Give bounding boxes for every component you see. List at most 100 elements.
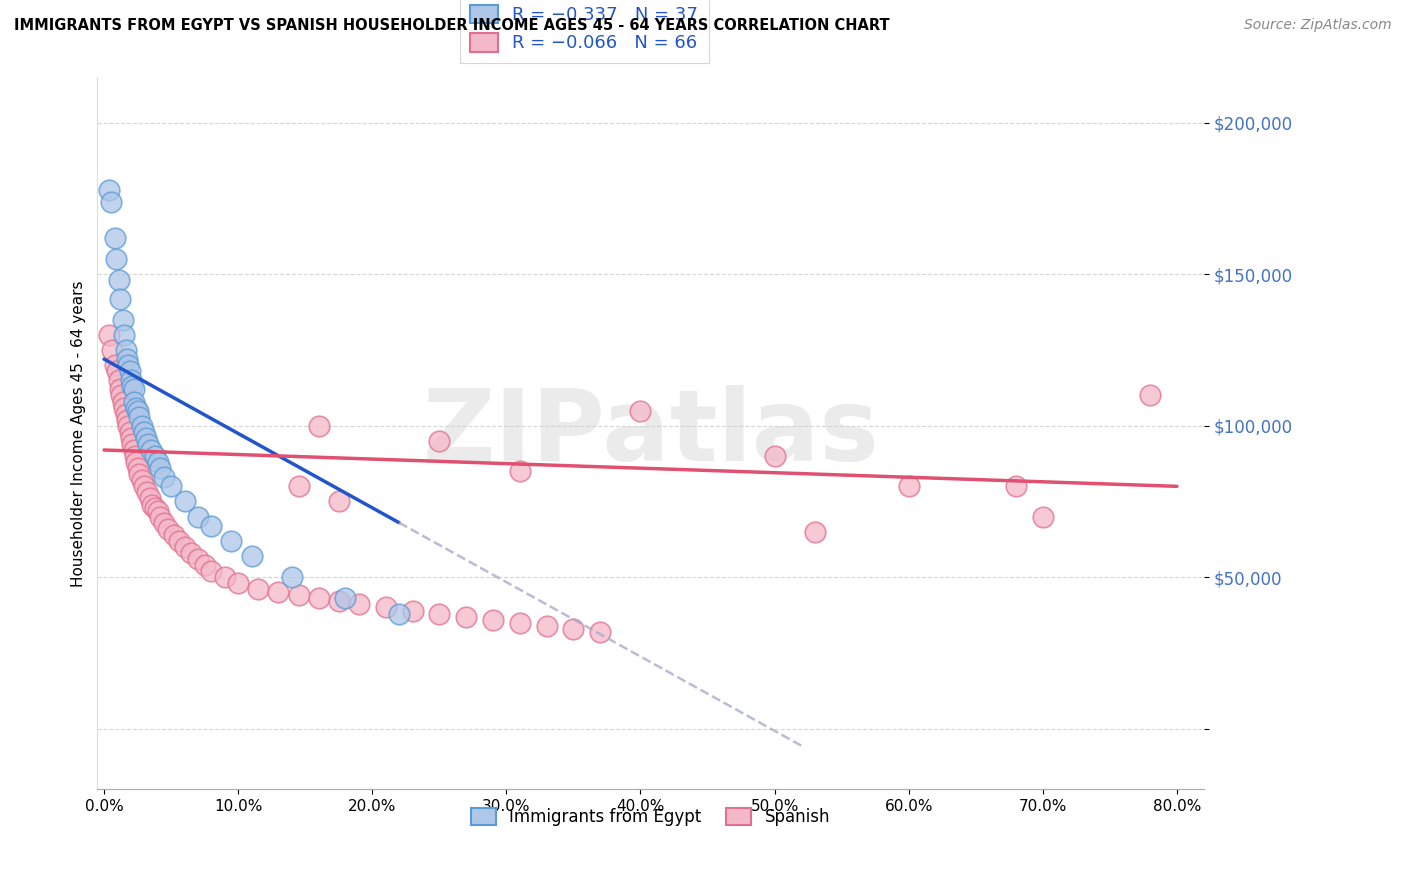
Point — [115, 352, 138, 367]
Point — [160, 479, 183, 493]
Point — [108, 373, 131, 387]
Point — [149, 509, 172, 524]
Point — [134, 425, 156, 439]
Point — [267, 585, 290, 599]
Point — [630, 403, 652, 417]
Point — [401, 603, 423, 617]
Point — [187, 552, 209, 566]
Point — [187, 509, 209, 524]
Point — [107, 364, 129, 378]
Point — [120, 431, 142, 445]
Point — [143, 500, 166, 515]
Point — [111, 312, 134, 326]
Point — [118, 364, 141, 378]
Point — [141, 498, 163, 512]
Point — [200, 564, 222, 578]
Point — [114, 407, 136, 421]
Legend: Immigrants from Egypt, Spanish: Immigrants from Egypt, Spanish — [463, 799, 838, 834]
Point — [124, 449, 146, 463]
Point — [98, 327, 121, 342]
Point — [127, 461, 149, 475]
Point — [153, 516, 176, 530]
Point — [125, 401, 148, 415]
Point — [226, 576, 249, 591]
Point — [134, 479, 156, 493]
Point — [98, 182, 121, 196]
Point — [117, 358, 139, 372]
Point — [146, 503, 169, 517]
Point — [308, 418, 330, 433]
Text: ZIPatlas: ZIPatlas — [422, 384, 879, 482]
Point — [200, 518, 222, 533]
Point — [111, 394, 134, 409]
Point — [163, 528, 186, 542]
Point — [136, 485, 159, 500]
Point — [122, 394, 145, 409]
Point — [1005, 479, 1028, 493]
Point — [221, 533, 243, 548]
Point — [120, 373, 142, 387]
Point — [125, 455, 148, 469]
Point — [114, 343, 136, 357]
Point — [138, 491, 160, 506]
Point — [118, 425, 141, 439]
Point — [131, 473, 153, 487]
Point — [589, 624, 612, 639]
Point — [167, 533, 190, 548]
Point — [127, 403, 149, 417]
Point — [456, 609, 478, 624]
Point — [287, 479, 309, 493]
Point — [108, 292, 131, 306]
Point — [100, 194, 122, 209]
Point — [122, 442, 145, 457]
Text: IMMIGRANTS FROM EGYPT VS SPANISH HOUSEHOLDER INCOME AGES 45 - 64 YEARS CORRELATI: IMMIGRANTS FROM EGYPT VS SPANISH HOUSEHO… — [14, 18, 890, 33]
Point — [121, 379, 143, 393]
Point — [562, 622, 585, 636]
Point — [121, 437, 143, 451]
Point — [135, 431, 157, 445]
Point — [214, 570, 236, 584]
Point — [763, 449, 786, 463]
Point — [104, 358, 127, 372]
Point — [173, 540, 195, 554]
Point — [136, 437, 159, 451]
Point — [308, 591, 330, 606]
Point — [1139, 388, 1161, 402]
Point — [328, 494, 350, 508]
Y-axis label: Householder Income Ages 45 - 64 years: Householder Income Ages 45 - 64 years — [72, 280, 86, 587]
Point — [1032, 509, 1054, 524]
Point — [374, 600, 396, 615]
Point — [146, 455, 169, 469]
Point — [101, 343, 124, 357]
Point — [335, 591, 357, 606]
Point — [509, 615, 531, 630]
Point — [108, 383, 131, 397]
Point — [427, 607, 450, 621]
Point — [112, 401, 135, 415]
Point — [388, 607, 411, 621]
Point — [509, 464, 531, 478]
Point — [194, 558, 217, 573]
Point — [143, 449, 166, 463]
Point — [804, 524, 827, 539]
Point — [482, 613, 505, 627]
Point — [157, 522, 180, 536]
Point — [115, 413, 138, 427]
Point — [128, 467, 150, 482]
Point — [122, 383, 145, 397]
Point — [173, 494, 195, 508]
Point — [149, 461, 172, 475]
Point — [104, 231, 127, 245]
Point — [347, 598, 370, 612]
Point — [180, 546, 202, 560]
Point — [117, 418, 139, 433]
Point — [108, 273, 131, 287]
Point — [105, 252, 128, 267]
Point — [536, 618, 558, 632]
Point — [427, 434, 450, 448]
Point — [110, 388, 132, 402]
Point — [328, 594, 350, 608]
Point — [240, 549, 263, 563]
Point — [131, 418, 153, 433]
Point — [139, 442, 162, 457]
